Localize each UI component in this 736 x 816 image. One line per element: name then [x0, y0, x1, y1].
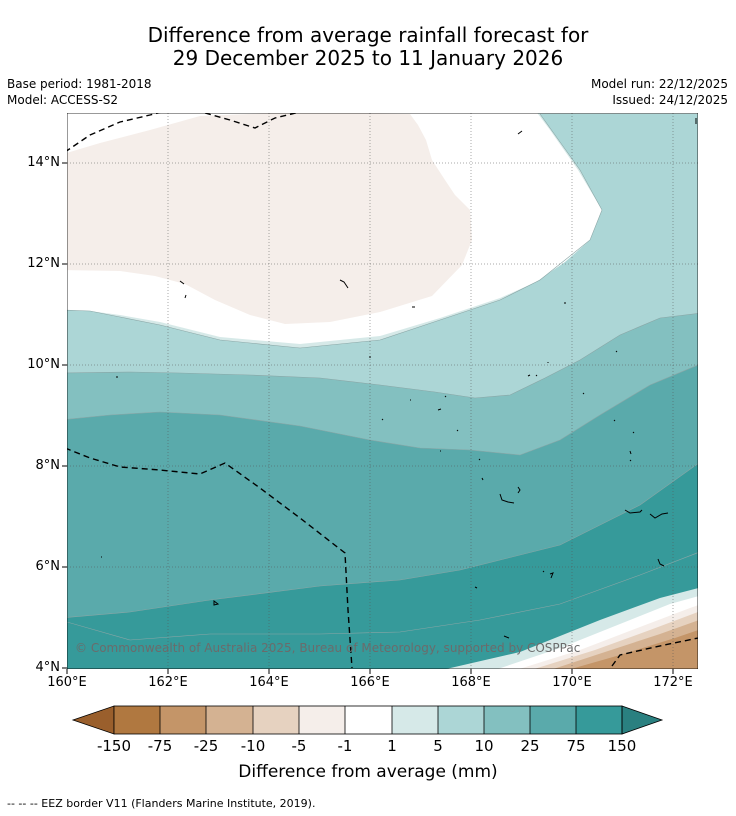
- lon-label: 168°E: [451, 675, 491, 690]
- colorbar-title: Difference from average (mm): [238, 762, 498, 782]
- lat-label: 8°N: [35, 458, 61, 473]
- colorbar-swatch: [114, 706, 160, 734]
- colorbar-label: -150: [96, 737, 132, 755]
- colorbar-label: -5: [291, 737, 307, 755]
- map-title-line-2: 29 December 2025 to 11 January 2026: [172, 46, 564, 70]
- band-se-minus75: [571, 630, 698, 669]
- colorbar-swatch: [299, 706, 345, 734]
- lat-label: 6°N: [35, 559, 61, 574]
- model-name: Model: ACCESS-S2: [7, 93, 119, 107]
- base-period: Base period: 1981-2018: [7, 77, 152, 91]
- graticule: [67, 113, 698, 669]
- colorbar-swatch: [576, 706, 622, 734]
- contour-lines: [67, 113, 698, 641]
- lon-label: 166°E: [350, 675, 390, 690]
- lon-label: 160°E: [47, 675, 87, 690]
- colorbar-arrow-low: [71, 705, 115, 735]
- colorbar-swatch: [392, 706, 438, 734]
- issued-date: Issued: 24/12/2025: [612, 93, 728, 107]
- islands: [101, 118, 697, 639]
- lat-label: 10°N: [27, 357, 60, 372]
- lon-label: 170°E: [552, 675, 592, 690]
- colorbar-label: -25: [193, 737, 219, 755]
- lon-label: 164°E: [249, 675, 289, 690]
- colorbar-label: 75: [566, 737, 586, 755]
- colorbar-label: 5: [433, 737, 443, 755]
- colorbar-swatch: [206, 706, 253, 734]
- colorbar-label: 150: [607, 737, 637, 755]
- colorbar-swatch: [438, 706, 484, 734]
- colorbar: [71, 705, 664, 735]
- lon-label: 172°E: [653, 675, 693, 690]
- lat-label: 4°N: [35, 660, 61, 675]
- colorbar-swatch: [253, 706, 299, 734]
- colorbar-label: -1: [337, 737, 353, 755]
- colorbar-label: 25: [520, 737, 540, 755]
- axis-ticks: [62, 162, 674, 674]
- rainfall-contours: [67, 113, 698, 669]
- lon-label: 162°E: [148, 675, 188, 690]
- lat-label: 14°N: [27, 155, 60, 170]
- model-run: Model run: 22/12/2025: [590, 77, 728, 91]
- band-minus5-minus1: [67, 113, 472, 324]
- lat-label: 12°N: [27, 256, 60, 271]
- colorbar-label: 10: [474, 737, 494, 755]
- colorbar-swatch: [160, 706, 206, 734]
- colorbar-swatch: [530, 706, 576, 734]
- colorbar-label: -75: [147, 737, 173, 755]
- colorbar-swatch: [484, 706, 530, 734]
- eez-footnote: -- -- -- EEZ border V11 (Flanders Marine…: [7, 797, 316, 810]
- colorbar-label: -10: [240, 737, 266, 755]
- colorbar-arrow-high: [621, 705, 664, 735]
- map-title-line-1: Difference from average rainfall forecas…: [147, 23, 589, 47]
- copyright-notice: © Commonwealth of Australia 2025, Bureau…: [75, 641, 581, 655]
- colorbar-label: 1: [387, 737, 397, 755]
- colorbar-swatch: [345, 706, 392, 734]
